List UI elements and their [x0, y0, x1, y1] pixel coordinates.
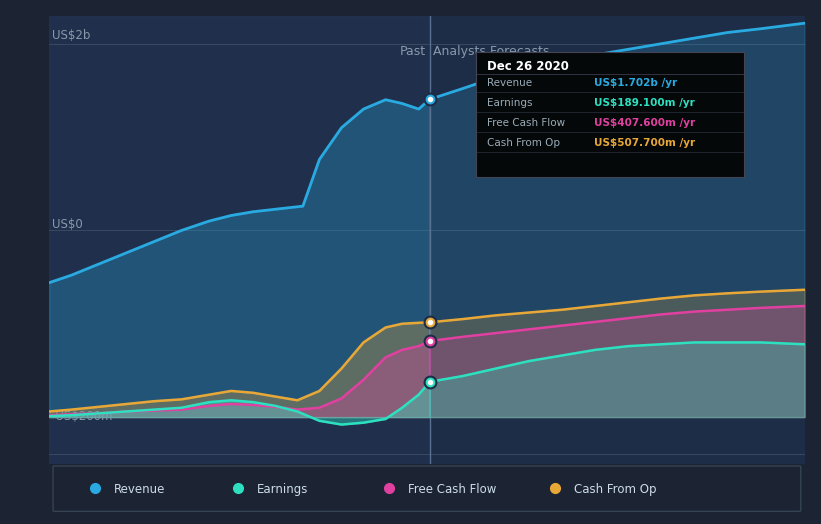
Text: Free Cash Flow: Free Cash Flow [408, 483, 497, 496]
Bar [429, 16, 805, 464]
Text: Cash From Op: Cash From Op [574, 483, 657, 496]
Text: Dec 26 2020: Dec 26 2020 [487, 60, 569, 73]
Text: US$189.100m /yr: US$189.100m /yr [594, 98, 695, 108]
Text: Revenue: Revenue [113, 483, 165, 496]
Text: Earnings: Earnings [257, 483, 309, 496]
Text: US$2b: US$2b [52, 29, 90, 42]
Text: Free Cash Flow: Free Cash Flow [487, 118, 565, 128]
Text: US$1.702b /yr: US$1.702b /yr [594, 78, 677, 88]
Text: US$407.600m /yr: US$407.600m /yr [594, 118, 695, 128]
Text: -US$200m: -US$200m [52, 410, 113, 423]
Text: Earnings: Earnings [487, 98, 532, 108]
Bar [49, 16, 429, 464]
Text: Past: Past [400, 45, 426, 58]
Text: US$507.700m /yr: US$507.700m /yr [594, 138, 695, 148]
Text: US$0: US$0 [52, 217, 82, 231]
Text: Analysts Forecasts: Analysts Forecasts [433, 45, 550, 58]
Text: Revenue: Revenue [487, 78, 532, 88]
Text: Cash From Op: Cash From Op [487, 138, 560, 148]
